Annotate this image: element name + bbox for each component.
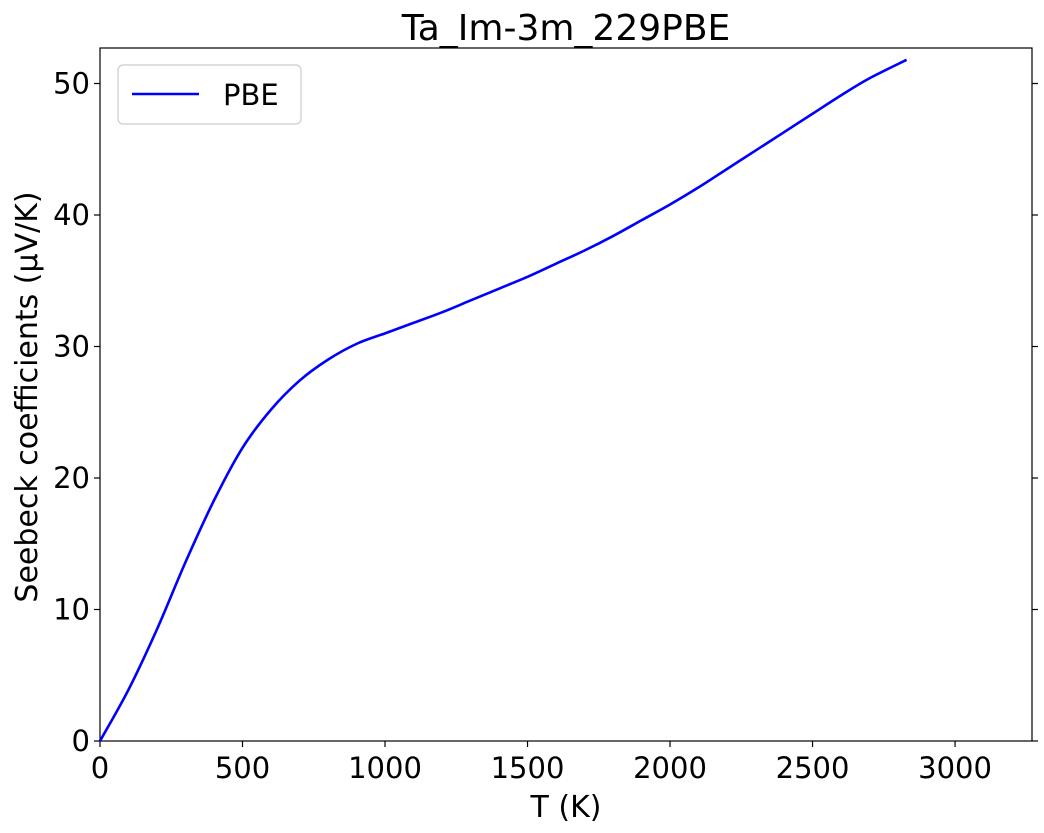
legend-label: PBE [223,78,279,112]
x-tick-label: 0 [91,751,109,785]
x-tick-label: 3000 [918,751,992,785]
ticks: 0 500 1000 1500 2000 2500 3000 0 10 20 30 40 50 [53,67,1038,785]
x-tick-label: 2500 [776,751,850,785]
y-axis-label: Seebeck coefficients (µV/K) [10,191,45,602]
x-tick-label: 2000 [633,751,707,785]
y-tick-label: 20 [53,461,90,495]
y-tick-label: 30 [53,330,90,364]
x-tick-label: 500 [215,751,270,785]
y-tick-label: 40 [53,198,90,232]
y-tick-label: 10 [53,593,90,627]
series-line-pbe [98,58,908,742]
x-axis-label: T (K) [530,790,602,825]
legend: PBE [117,64,302,125]
plot-frame [99,47,1033,742]
x-tick-label: 1500 [491,751,565,785]
series-layer [98,58,908,742]
axes [99,47,1033,742]
legend-box [117,64,302,125]
y-tick-label: 0 [72,724,90,758]
x-tick-label: 1000 [348,751,422,785]
y-tick-label: 50 [53,67,90,101]
chart-title: Ta_Im-3m_229PBE [401,8,731,49]
